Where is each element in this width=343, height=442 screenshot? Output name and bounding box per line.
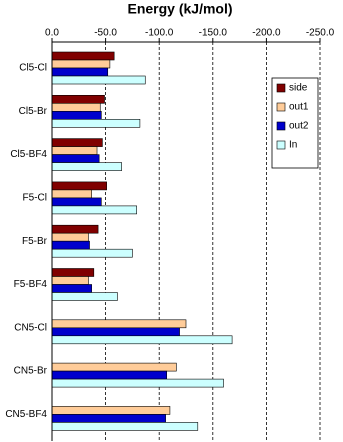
chart-title: Energy (kJ/mol) [127, 1, 232, 17]
legend-swatch [276, 140, 286, 150]
bar [51, 119, 141, 128]
legend-swatch [276, 83, 286, 93]
bar [51, 406, 171, 415]
bar [51, 75, 146, 85]
legend-swatch [276, 121, 286, 131]
legend-label: side [289, 83, 308, 94]
y-tick-label: F5-Br [22, 236, 48, 247]
bar [51, 138, 103, 147]
y-tick-label: Cl5-Cl [19, 63, 47, 74]
bar [51, 292, 118, 301]
x-tick-label: -150.0 [199, 28, 228, 39]
bar [51, 378, 224, 388]
y-tick-label: Cl5-BF4 [10, 149, 47, 160]
bar [51, 59, 111, 69]
bar [51, 189, 92, 199]
bar [51, 224, 99, 234]
bar [51, 248, 133, 258]
bar [51, 103, 101, 112]
bar [51, 197, 102, 207]
bar [51, 319, 187, 329]
bar [51, 205, 137, 215]
y-tick-label: CN5-Br [14, 366, 48, 377]
x-tick-label: -50.0 [94, 28, 117, 39]
x-tick-label: -200.0 [252, 28, 281, 39]
bar [51, 414, 166, 423]
y-tick-label: Cl5-Br [19, 106, 48, 117]
bar [51, 181, 107, 191]
bar [51, 327, 180, 337]
x-tick-label: 0.0 [45, 28, 59, 39]
y-tick-label: CN5-Cl [14, 322, 47, 333]
x-tick-label: -250.0 [306, 28, 335, 39]
legend-label: In [289, 140, 297, 151]
bar [51, 162, 122, 171]
bar [51, 268, 95, 277]
bar [51, 335, 233, 345]
x-tick-label: -100.0 [145, 28, 174, 39]
bar [51, 284, 92, 293]
y-tick-label: CN5-BF4 [5, 409, 47, 420]
bar [51, 370, 168, 380]
y-tick-label: F5-Cl [23, 193, 47, 204]
bar [51, 67, 109, 77]
legend-label: out2 [289, 121, 309, 132]
legend-swatch [276, 102, 286, 112]
bar [51, 240, 90, 250]
bar [51, 422, 199, 431]
legend-label: out1 [289, 102, 309, 113]
bar [51, 276, 89, 285]
bar [51, 362, 177, 372]
y-tick-label: F5-BF4 [14, 279, 48, 290]
bar [51, 146, 98, 155]
bar [51, 154, 100, 163]
bar [51, 51, 115, 61]
bar [51, 232, 89, 242]
bar [51, 95, 105, 104]
bar [51, 111, 102, 120]
